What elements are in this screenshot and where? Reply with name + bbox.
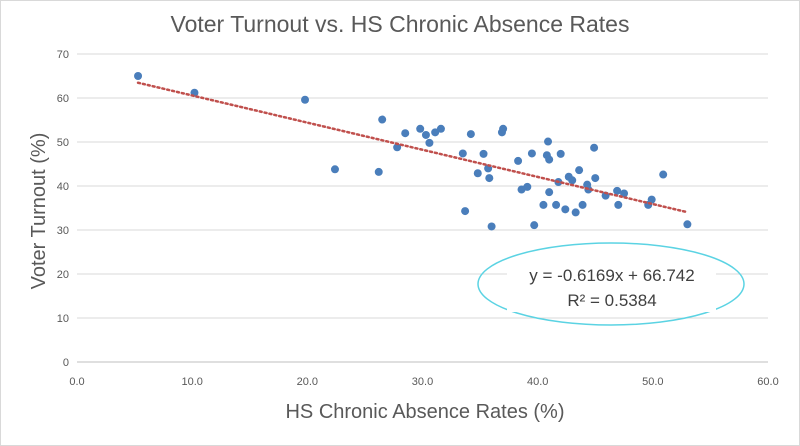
data-point [561,205,570,214]
data-point [578,200,587,209]
data-point [552,200,561,209]
y-tick-label: 10 [57,313,69,325]
data-point [613,186,622,195]
data-point [458,149,467,158]
data-point [514,156,523,165]
x-axis-ticks: 0.0 10.0 20.0 30.0 40.0 50.0 60.0 [69,376,778,388]
data-point [545,188,554,197]
chart-title: Voter Turnout vs. HS Chronic Absence Rat… [171,11,630,37]
data-point [134,72,143,80]
x-tick-label: 0.0 [69,376,84,388]
data-point [575,166,584,175]
y-axis-ticks: 0 10 20 30 40 50 60 70 [57,49,69,369]
data-point [620,189,629,198]
data-point [568,176,577,185]
equation-label-background [507,260,716,312]
data-point [659,170,668,179]
data-point [416,124,425,133]
data-point [571,208,580,217]
data-point [431,128,440,137]
data-point [544,137,553,146]
x-tick-label: 20.0 [297,376,318,388]
data-point [539,200,548,209]
data-point [591,174,600,183]
x-tick-label: 30.0 [412,376,433,388]
data-point [401,129,410,138]
data-point [530,221,539,230]
x-tick-label: 50.0 [642,376,663,388]
data-point [466,130,475,139]
y-tick-label: 50 [57,137,69,149]
data-point [436,124,445,133]
y-tick-label: 70 [57,49,69,61]
y-tick-label: 40 [57,181,69,193]
data-point [378,115,387,124]
data-point [614,200,623,209]
data-point [301,95,310,104]
data-point [590,143,599,152]
data-point [330,165,339,174]
data-point [556,149,565,158]
equation-highlight-ellipse [477,242,745,326]
data-point [485,174,494,183]
trendline-r-squared: R² = 0.5384 [567,291,656,310]
data-point [647,195,656,204]
data-point [523,182,532,191]
y-tick-label: 0 [63,357,69,369]
y-tick-label: 20 [57,269,69,281]
data-point [527,149,536,158]
data-point [374,167,383,176]
y-axis-title: Voter Turnout (%) [28,133,50,290]
data-points [134,72,692,231]
trendline-equation: y = -0.6169x + 66.742 [529,266,694,285]
data-point [499,124,508,133]
data-point [421,130,430,139]
y-tick-label: 30 [57,225,69,237]
data-point [473,169,482,178]
data-point [479,149,488,158]
data-point [683,220,692,229]
data-point [487,222,496,231]
x-tick-label: 60.0 [757,376,778,388]
x-tick-label: 40.0 [527,376,548,388]
x-tick-label: 10.0 [181,376,202,388]
x-axis-title: HS Chronic Absence Rates (%) [285,401,564,423]
data-point [461,207,470,216]
data-point [393,143,402,152]
data-point [425,138,434,147]
trendline [136,81,689,214]
y-tick-label: 60 [57,93,69,105]
data-point [545,155,554,164]
